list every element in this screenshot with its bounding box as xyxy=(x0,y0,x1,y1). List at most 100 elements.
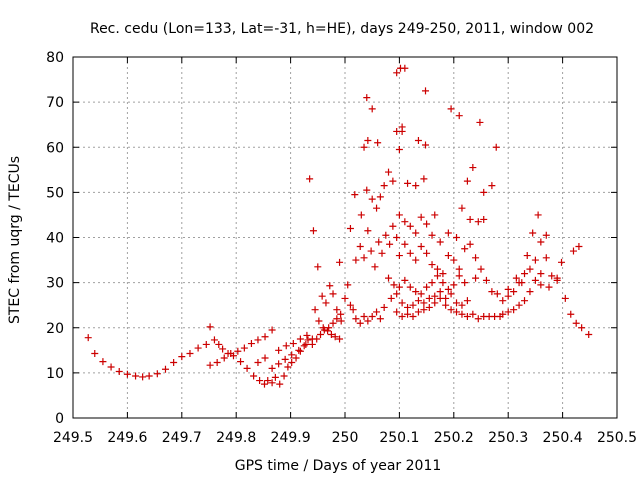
data-point xyxy=(364,227,372,235)
data-point xyxy=(318,292,326,300)
data-point xyxy=(254,336,262,344)
data-point xyxy=(170,358,178,366)
data-point xyxy=(572,319,580,327)
data-point xyxy=(463,297,471,305)
data-point xyxy=(515,301,523,309)
data-point xyxy=(333,315,341,323)
data-point xyxy=(292,354,300,362)
data-point xyxy=(578,324,586,332)
data-point xyxy=(531,276,539,284)
data-point xyxy=(393,290,401,298)
data-point xyxy=(453,234,461,241)
data-point xyxy=(414,136,422,144)
data-point xyxy=(271,373,279,381)
data-point xyxy=(493,290,501,298)
data-point xyxy=(315,317,323,325)
data-point xyxy=(542,231,550,239)
data-point xyxy=(376,193,384,201)
data-point xyxy=(295,346,303,354)
data-point xyxy=(395,252,403,260)
data-point xyxy=(227,349,235,357)
data-point xyxy=(480,188,488,196)
data-point xyxy=(308,340,316,348)
data-point xyxy=(466,215,474,223)
data-point xyxy=(404,303,412,311)
data-point xyxy=(420,175,428,183)
data-point xyxy=(382,231,390,239)
x-tick-label: 250.2 xyxy=(434,430,474,446)
data-point xyxy=(346,301,354,309)
data-point xyxy=(409,312,417,320)
data-point xyxy=(420,306,428,314)
data-point xyxy=(401,240,409,248)
data-point xyxy=(504,285,512,293)
data-point xyxy=(341,294,349,302)
data-point xyxy=(492,143,500,151)
data-point xyxy=(210,336,218,344)
data-point xyxy=(360,254,368,262)
data-point xyxy=(561,294,569,302)
data-point xyxy=(404,179,412,187)
data-point xyxy=(202,340,210,348)
x-tick-label: 250.5 xyxy=(597,430,637,446)
data-point xyxy=(422,87,430,95)
data-point xyxy=(463,177,471,185)
data-point xyxy=(428,261,436,269)
data-point xyxy=(537,238,545,246)
data-point xyxy=(264,377,272,385)
data-point xyxy=(474,315,482,323)
data-point xyxy=(280,372,288,380)
data-point xyxy=(521,297,529,305)
data-point xyxy=(472,274,480,282)
data-point xyxy=(363,186,371,194)
data-point xyxy=(534,211,542,219)
data-point xyxy=(436,294,444,302)
data-point xyxy=(542,254,550,262)
data-point xyxy=(352,256,360,264)
data-point xyxy=(357,211,365,219)
data-point xyxy=(428,279,436,287)
data-point xyxy=(428,231,436,239)
data-point xyxy=(337,310,345,318)
x-tick-label: 249.9 xyxy=(271,430,311,446)
data-point xyxy=(289,340,297,348)
data-point xyxy=(412,182,420,190)
data-point xyxy=(282,342,290,350)
data-point xyxy=(260,380,268,388)
data-point xyxy=(439,270,447,278)
x-tick-labels: 249.5 249.6 249.7 249.8 249.9 250 250.1 250.2 25… xyxy=(53,430,637,446)
data-point xyxy=(325,324,333,332)
data-point xyxy=(329,319,337,327)
data-point xyxy=(349,306,357,314)
data-point xyxy=(387,294,395,302)
data-point xyxy=(139,373,147,381)
data-point xyxy=(423,220,431,228)
data-point xyxy=(450,256,458,264)
x-tick-label: 250.4 xyxy=(543,430,583,446)
data-point xyxy=(123,370,131,378)
data-point xyxy=(300,342,308,350)
data-point xyxy=(393,234,401,241)
data-point xyxy=(302,340,310,348)
data-point xyxy=(284,363,292,371)
grid-lines xyxy=(73,57,617,418)
data-point xyxy=(153,370,161,378)
data-point xyxy=(250,372,258,380)
data-point xyxy=(313,335,321,343)
data-point xyxy=(337,317,345,325)
data-point xyxy=(243,364,251,372)
data-point xyxy=(376,315,384,323)
data-point xyxy=(368,195,376,203)
data-point xyxy=(433,265,441,273)
data-point xyxy=(406,222,414,230)
data-point xyxy=(436,238,444,246)
data-point xyxy=(385,168,393,176)
data-point xyxy=(261,354,269,362)
data-point xyxy=(518,279,526,287)
data-point xyxy=(553,274,561,282)
data-point xyxy=(510,306,518,314)
data-point xyxy=(531,256,539,264)
data-point xyxy=(406,249,414,257)
data-point xyxy=(364,317,372,325)
